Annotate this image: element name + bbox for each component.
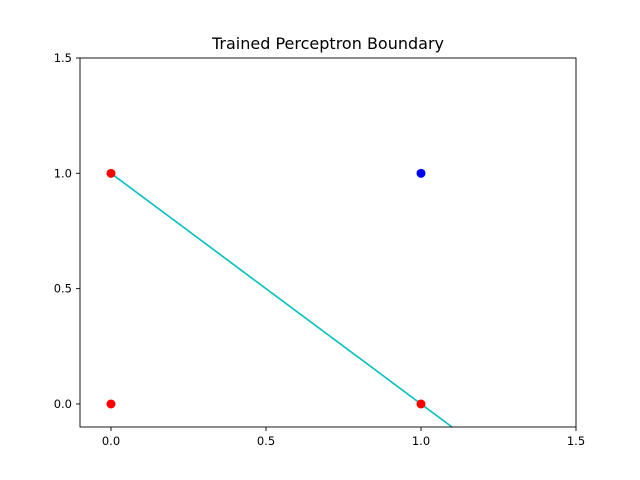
x-tick-label: 0.5	[257, 434, 275, 448]
boundary-line	[110, 172, 453, 427]
data-point	[106, 168, 116, 178]
y-tick-label: 0.0	[54, 397, 72, 411]
y-tick-label: 1.0	[54, 166, 72, 180]
x-tick-label: 0.0	[102, 434, 120, 448]
y-tick-label: 0.5	[54, 282, 72, 296]
data-point	[106, 399, 116, 409]
plot-area: 0.0 0.5 1.0 1.5 0.0 0.5 1.0 1.5	[54, 51, 585, 448]
plot-frame	[79, 57, 577, 428]
x-tick-label: 1.5	[567, 434, 585, 448]
data-point	[416, 399, 426, 409]
chart-title: Trained Perceptron Boundary	[211, 34, 444, 53]
data-point	[416, 168, 426, 178]
x-tick-label: 1.0	[412, 434, 430, 448]
y-tick-label: 1.5	[54, 51, 72, 65]
